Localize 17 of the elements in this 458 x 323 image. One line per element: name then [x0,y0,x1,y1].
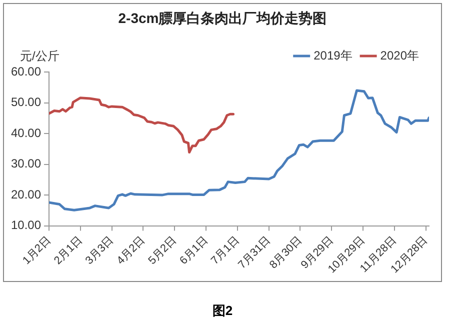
x-tick-label: 2月1日 [52,234,85,267]
legend-label: 2020年 [380,48,420,62]
y-tick-label: 40.00 [11,126,42,140]
x-tick-label: 3月3日 [83,234,116,267]
y-tick-label: 50.00 [11,95,42,110]
caption: 图2 [211,302,234,320]
legend-label: 2019年 [314,48,352,62]
chart-title: 2-3cm膘厚白条肉出厂均价走势图 [117,10,328,28]
x-tick-label: 5月2日 [146,234,179,267]
y-axis-title: 元/公斤 [20,48,60,65]
y-tick-label: 20.00 [11,187,42,202]
y-tick-label: 30.00 [11,156,42,171]
x-tick-label: 1月2日 [20,234,54,267]
x-tick-label: 6月1日 [178,234,210,267]
x-tick-label: 4月2日 [114,234,148,267]
y-tick-label: 10.00 [11,218,42,232]
y-tick-label: 60.00 [11,64,42,78]
